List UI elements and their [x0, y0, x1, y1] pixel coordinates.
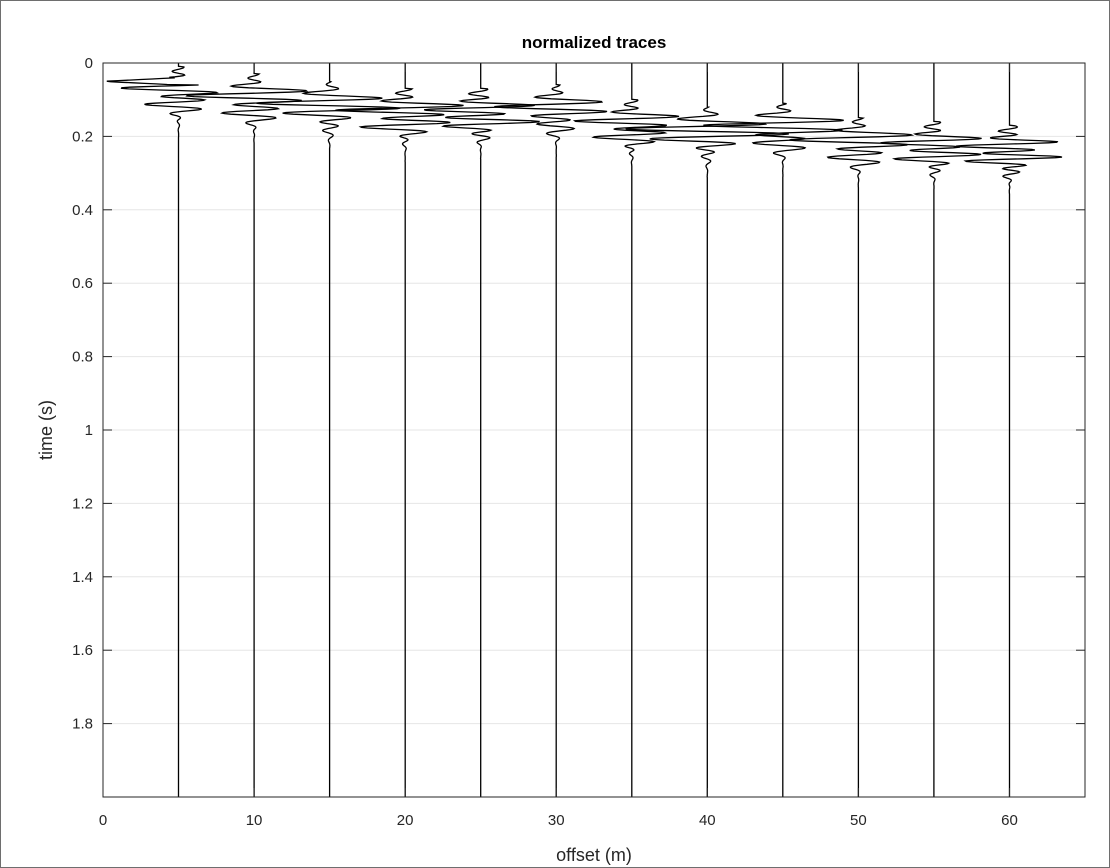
y-tick-label: 1.8 — [72, 716, 93, 733]
y-tick-label: 1.6 — [72, 642, 93, 659]
y-tick-label: 1 — [85, 422, 93, 439]
y-axis-label: time (s) — [36, 400, 56, 460]
x-axis-label: offset (m) — [556, 845, 632, 865]
grid-lines — [103, 135, 1085, 725]
trace-60 — [955, 63, 1063, 797]
trace-55 — [880, 63, 982, 797]
y-tick-label: 0.4 — [72, 202, 93, 219]
y-tick-label: 0 — [85, 55, 93, 72]
trace-25 — [423, 63, 541, 797]
trace-35 — [572, 63, 680, 797]
x-tick-label: 60 — [1001, 812, 1018, 829]
trace-5 — [106, 63, 220, 797]
x-tick-label: 20 — [397, 812, 414, 829]
tick-marks — [102, 62, 1085, 797]
trace-group — [106, 63, 1063, 797]
x-tick-label: 40 — [699, 812, 716, 829]
trace-10 — [185, 63, 309, 797]
y-tick-label: 0.8 — [72, 349, 93, 366]
y-tick-label: 1.4 — [72, 569, 93, 586]
x-tick-label: 0 — [99, 812, 107, 829]
x-tick-labels: 0 10 20 30 40 50 60 — [99, 812, 1018, 829]
y-tick-label: 0.6 — [72, 275, 93, 292]
trace-15 — [256, 63, 401, 797]
y-tick-label: 0.2 — [72, 128, 93, 145]
trace-45 — [703, 63, 844, 797]
y-tick-labels: 0 0.2 0.4 0.6 0.8 1 1.2 1.4 1.6 1.8 — [72, 55, 93, 733]
trace-50 — [789, 63, 915, 797]
x-tick-label: 30 — [548, 812, 565, 829]
chart-title: normalized traces — [522, 33, 667, 52]
x-tick-label: 50 — [850, 812, 867, 829]
x-tick-label: 10 — [246, 812, 263, 829]
trace-20 — [335, 63, 464, 797]
y-tick-label: 1.2 — [72, 495, 93, 512]
trace-30 — [493, 63, 608, 797]
trace-40 — [625, 63, 789, 797]
